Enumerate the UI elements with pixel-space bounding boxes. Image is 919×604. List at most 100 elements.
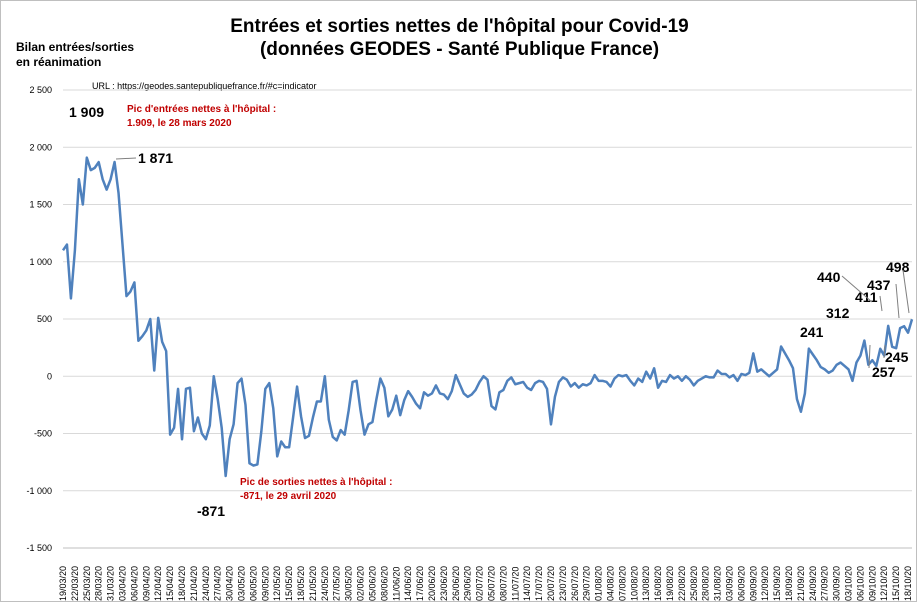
x-tick-label: 18/10/20 (903, 566, 913, 601)
x-tick-label: 21/04/20 (189, 566, 199, 601)
note-peak-entries-line2: 1.909, le 28 mars 2020 (127, 118, 232, 129)
y-tick-label: 1 500 (29, 200, 52, 210)
x-tick-label: 09/05/20 (260, 566, 270, 601)
x-tick-label: 09/10/20 (867, 566, 877, 601)
x-tick-label: 15/05/20 (284, 566, 294, 601)
leader-line (115, 157, 137, 160)
x-tick-label: 11/06/20 (391, 567, 401, 601)
x-tick-label: 09/09/20 (748, 566, 758, 601)
x-tick-label: 14/07/20 (522, 566, 532, 601)
data-label: 241 (800, 324, 824, 340)
data-label: 312 (826, 305, 850, 321)
x-tick-label: 26/06/20 (451, 566, 461, 601)
leader-line (841, 275, 873, 303)
x-tick-label: 18/05/20 (296, 566, 306, 601)
x-tick-label: 06/05/20 (248, 566, 258, 601)
x-tick-label: 28/08/20 (701, 566, 711, 601)
x-tick-label: 29/07/20 (582, 566, 592, 601)
source-url: URL : https://geodes.santepubliquefrance… (92, 81, 317, 91)
x-tick-label: 29/06/20 (463, 566, 473, 601)
x-tick-label: 22/03/20 (70, 566, 80, 601)
x-tick-label: 06/10/20 (855, 566, 865, 601)
x-tick-label: 31/03/20 (106, 566, 116, 601)
x-tick-label: 10/08/20 (629, 566, 639, 601)
x-tick-label: 15/04/20 (165, 566, 175, 601)
y-tick-label: 2 000 (29, 142, 52, 152)
leader-line (895, 283, 900, 319)
data-label: 1 871 (138, 150, 173, 166)
x-tick-label: 27/09/20 (820, 566, 830, 601)
x-tick-label: 22/08/20 (677, 566, 687, 601)
x-tick-label: 03/04/20 (118, 566, 128, 601)
x-tick-label: 12/09/20 (760, 566, 770, 601)
x-tick-label: 02/07/20 (475, 566, 485, 601)
x-tick-label: 19/08/20 (665, 566, 675, 601)
x-tick-label: 08/07/20 (498, 566, 508, 601)
note-peak-exits: Pic de sorties nettes à l'hôpital : -871… (240, 476, 392, 504)
x-tick-label: 12/04/20 (153, 566, 163, 601)
x-tick-label: 27/05/20 (332, 566, 342, 601)
data-label: -871 (197, 503, 225, 519)
x-tick-label: 09/04/20 (141, 566, 151, 601)
note-peak-entries: Pic d'entrées nettes à l'hôpital : 1.909… (127, 103, 276, 131)
x-tick-label: 16/08/20 (653, 566, 663, 601)
x-tick-label: 28/03/20 (94, 566, 104, 601)
y-tick-label: -1 000 (26, 486, 52, 496)
x-tick-label: 03/09/20 (725, 566, 735, 601)
series-line (61, 156, 914, 478)
note-peak-exits-line2: -871, le 29 avril 2020 (240, 491, 337, 502)
x-tick-label: 24/05/20 (320, 566, 330, 601)
x-tick-label: 27/04/20 (213, 566, 223, 601)
x-tick-label: 17/07/20 (534, 566, 544, 601)
x-tick-label: 18/04/20 (177, 566, 187, 601)
x-tick-label: 30/09/20 (832, 566, 842, 601)
x-tick-label: 17/06/20 (415, 566, 425, 601)
x-tick-label: 21/09/20 (796, 566, 806, 601)
x-tick-label: 31/08/20 (713, 566, 723, 601)
y-tick-label: 1 000 (29, 257, 52, 267)
x-tick-label: 19/03/20 (58, 566, 68, 601)
x-tick-label: 08/06/20 (379, 566, 389, 601)
x-tick-label: 15/10/20 (891, 566, 901, 601)
note-peak-entries-line1: Pic d'entrées nettes à l'hôpital : (127, 104, 277, 115)
leader-line (902, 269, 910, 314)
data-label: 437 (867, 277, 891, 293)
y-tick-label: -1 500 (26, 543, 52, 553)
leader-line (879, 295, 883, 312)
data-label: 1 909 (69, 104, 104, 120)
x-tick-label: 04/08/20 (605, 566, 615, 601)
y-axis-label-line2: en réanimation (16, 55, 102, 69)
x-tick-label: 20/07/20 (546, 566, 556, 601)
x-tick-label: 21/05/20 (308, 566, 318, 601)
y-tick-label: 500 (37, 314, 52, 324)
x-tick-label: 03/05/20 (237, 566, 247, 601)
y-tick-label: 0 (47, 371, 52, 381)
leader-line (883, 344, 886, 359)
x-tick-label: 26/07/20 (570, 566, 580, 601)
x-tick-label: 06/04/20 (129, 566, 139, 601)
data-label: 440 (817, 269, 841, 285)
x-tick-label: 23/06/20 (439, 566, 449, 601)
x-tick-label: 01/08/20 (594, 566, 604, 601)
x-tick-label: 20/06/20 (427, 566, 437, 601)
y-axis-label-line1: Bilan entrées/sorties (16, 40, 135, 54)
x-tick-label: 23/07/20 (558, 566, 568, 601)
x-tick-label: 12/05/20 (272, 566, 282, 601)
x-tick-label: 11/07/20 (510, 567, 520, 601)
chart-title-line1: Entrées et sorties nettes de l'hôpital p… (230, 16, 689, 37)
x-tick-label: 25/08/20 (689, 566, 699, 601)
x-tick-label: 30/04/20 (225, 566, 235, 601)
y-axis-label: Bilan entrées/sorties en réanimation (16, 40, 134, 70)
note-peak-exits-line1: Pic de sorties nettes à l'hôpital : (240, 477, 393, 488)
x-tick-label: 06/09/20 (736, 566, 746, 601)
x-tick-label: 07/08/20 (617, 566, 627, 601)
x-tick-label: 24/04/20 (201, 566, 211, 601)
x-tick-label: 14/06/20 (403, 566, 413, 601)
x-tick-label: 25/03/20 (82, 566, 92, 601)
chart-title-line2: (données GEODES - Santé Publique France) (259, 39, 660, 60)
y-tick-label: -500 (34, 429, 52, 439)
x-tick-label: 30/05/20 (344, 566, 354, 601)
leader-line (868, 344, 871, 369)
